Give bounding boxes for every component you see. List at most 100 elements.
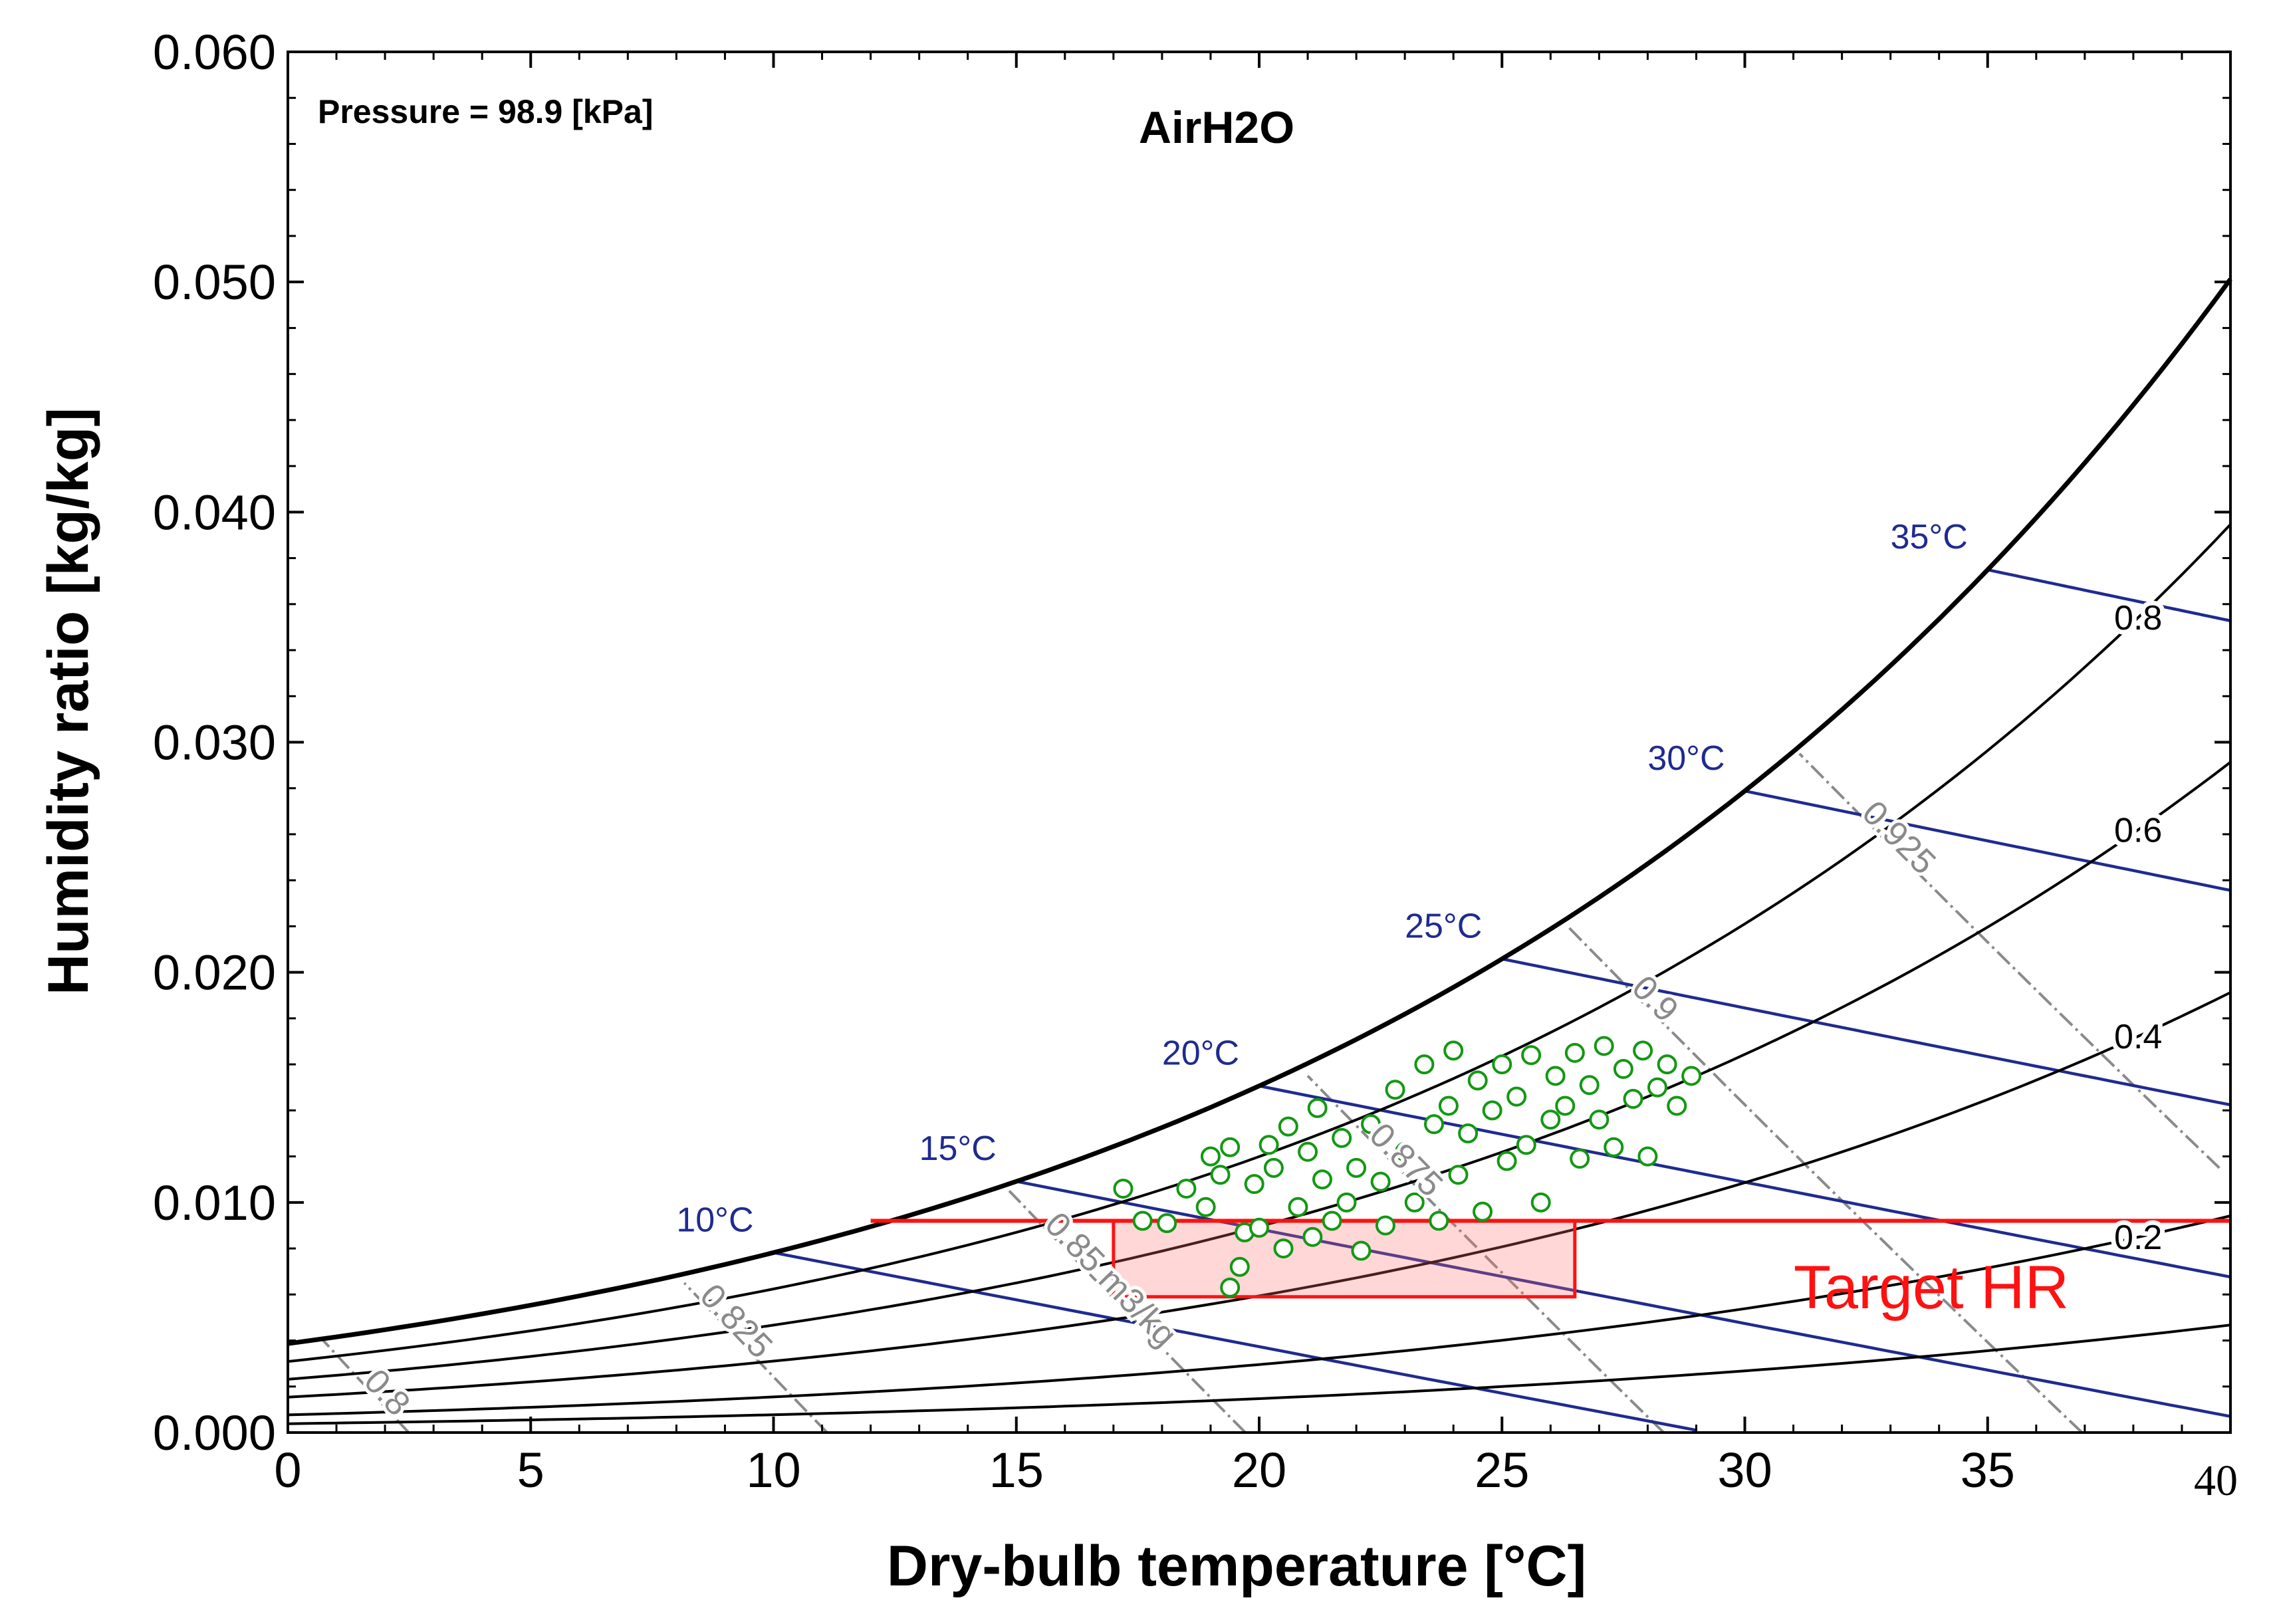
data-point [1336, 1192, 1357, 1213]
wet-bulb-label: 30°C [1647, 739, 1725, 778]
x-tick-label: 25 [1475, 1443, 1529, 1498]
data-point [1458, 1123, 1479, 1143]
data-point [1423, 1114, 1444, 1135]
data-point [1220, 1137, 1241, 1157]
data-point [1351, 1240, 1372, 1261]
specific-volume-line [1798, 753, 2220, 1169]
data-point [1443, 1040, 1464, 1061]
data-point [1132, 1211, 1153, 1231]
data-point [1667, 1096, 1687, 1116]
data-point [1555, 1096, 1576, 1116]
data-point [1473, 1201, 1493, 1222]
chart-title: AirH2O [1139, 102, 1294, 153]
stray-tick-label: 40 [2194, 1456, 2238, 1505]
wet-bulb-line [1987, 568, 2231, 623]
relative-humidity-label: 0.4 [2114, 1018, 2162, 1056]
target-layer [870, 1218, 2230, 1299]
data-point [1414, 1054, 1435, 1075]
data-point [1613, 1059, 1633, 1080]
y-axis-label: Humidity ratio [kg/kg] [37, 407, 100, 995]
x-axis-label: Dry-bulb temperature [°C] [887, 1534, 1586, 1598]
saturation-curve [287, 277, 2232, 1346]
data-point [1195, 1197, 1216, 1217]
x-tick-label: 0 [274, 1443, 301, 1498]
target-box [1112, 1219, 1577, 1299]
relative-humidity-line [287, 1215, 2231, 1417]
specific-volume-label: 0.8 [356, 1362, 418, 1423]
data-point [1637, 1146, 1658, 1167]
specific-volume-line [1306, 1075, 1665, 1434]
wet-bulb-label: 35°C [1891, 518, 1968, 556]
specific-volume-line [1566, 925, 2084, 1434]
data-point [1258, 1135, 1279, 1155]
wet-bulb-line [773, 1251, 1697, 1432]
data-point [1647, 1077, 1668, 1098]
data-point [1657, 1054, 1677, 1075]
specific-volume-label: 0.9 [1624, 969, 1685, 1030]
data-point [1681, 1066, 1702, 1086]
data-point [1346, 1157, 1367, 1178]
data-point [1623, 1089, 1643, 1109]
data-point [1545, 1066, 1566, 1086]
specific-volume-label: 0.925 [1855, 794, 1943, 882]
data-point [1176, 1179, 1197, 1199]
data-point [1278, 1116, 1298, 1137]
pressure-annotation: Pressure = 98.9 [kPa] [318, 93, 654, 130]
data-point [1332, 1127, 1352, 1148]
data-point [1385, 1080, 1405, 1100]
x-tick-label: 10 [746, 1443, 800, 1498]
data-point [1589, 1109, 1610, 1130]
data-point [1564, 1042, 1585, 1063]
data-point [1298, 1141, 1318, 1162]
wet-bulb-line [1501, 957, 2231, 1107]
x-tick-label: 35 [1961, 1443, 2015, 1498]
y-tick-label: 0.060 [153, 25, 276, 80]
data-point [1604, 1137, 1624, 1157]
data-point [1288, 1197, 1308, 1217]
relative-humidity-line [287, 1324, 2231, 1425]
data-point [1633, 1040, 1653, 1061]
data-point [1530, 1192, 1551, 1213]
wet-bulb-label: 20°C [1162, 1034, 1239, 1073]
target-hr-label: Target HR [1794, 1254, 2069, 1322]
data-point [1375, 1215, 1395, 1236]
data-point [1312, 1169, 1332, 1190]
data-point [1244, 1174, 1264, 1195]
x-tick-label: 20 [1232, 1443, 1286, 1498]
wet-bulb-label: 10°C [676, 1201, 753, 1239]
y-tick-label: 0.030 [153, 715, 276, 770]
wet-bulb-label: 15°C [919, 1129, 997, 1168]
data-point [1263, 1157, 1284, 1178]
data-point [1429, 1211, 1449, 1231]
data-point [1492, 1054, 1512, 1075]
y-tick-label: 0.050 [153, 255, 276, 310]
data-point [1273, 1238, 1294, 1259]
data-point [1540, 1109, 1561, 1130]
y-tick-label: 0.000 [153, 1405, 276, 1460]
data-point [1395, 1141, 1415, 1162]
data-point [1229, 1256, 1250, 1277]
data-point [1570, 1149, 1590, 1169]
data-point [1594, 1036, 1614, 1056]
data-point [1307, 1098, 1328, 1118]
data-point [1521, 1045, 1542, 1066]
relative-humidity-label: 0.6 [2114, 811, 2162, 850]
relative-humidity-label: 0.8 [2114, 599, 2162, 638]
wet-bulb-line [1744, 789, 2231, 892]
data-point [1370, 1171, 1391, 1192]
data-point [1113, 1179, 1134, 1199]
x-tick-label: 15 [989, 1443, 1044, 1498]
data-point [1404, 1192, 1425, 1213]
x-tick-label: 5 [517, 1443, 544, 1498]
relative-humidity-line [287, 523, 2232, 1363]
relative-humidity-label: 0.2 [2114, 1218, 2162, 1257]
chart-text-layer: AirH2O Pressure = 98.9 [kPa] Dry-bulb te… [37, 93, 2167, 1598]
data-point [1249, 1217, 1269, 1238]
data-point [1322, 1211, 1342, 1231]
data-point [1448, 1165, 1469, 1185]
data-point [1210, 1165, 1231, 1185]
scatter-points-layer [1113, 1036, 1702, 1298]
plot-frame-layer: 0 5 10 15 20 25 30 35 0.000 0.010 0.020 0.030 0.040 0… [153, 25, 2232, 1498]
